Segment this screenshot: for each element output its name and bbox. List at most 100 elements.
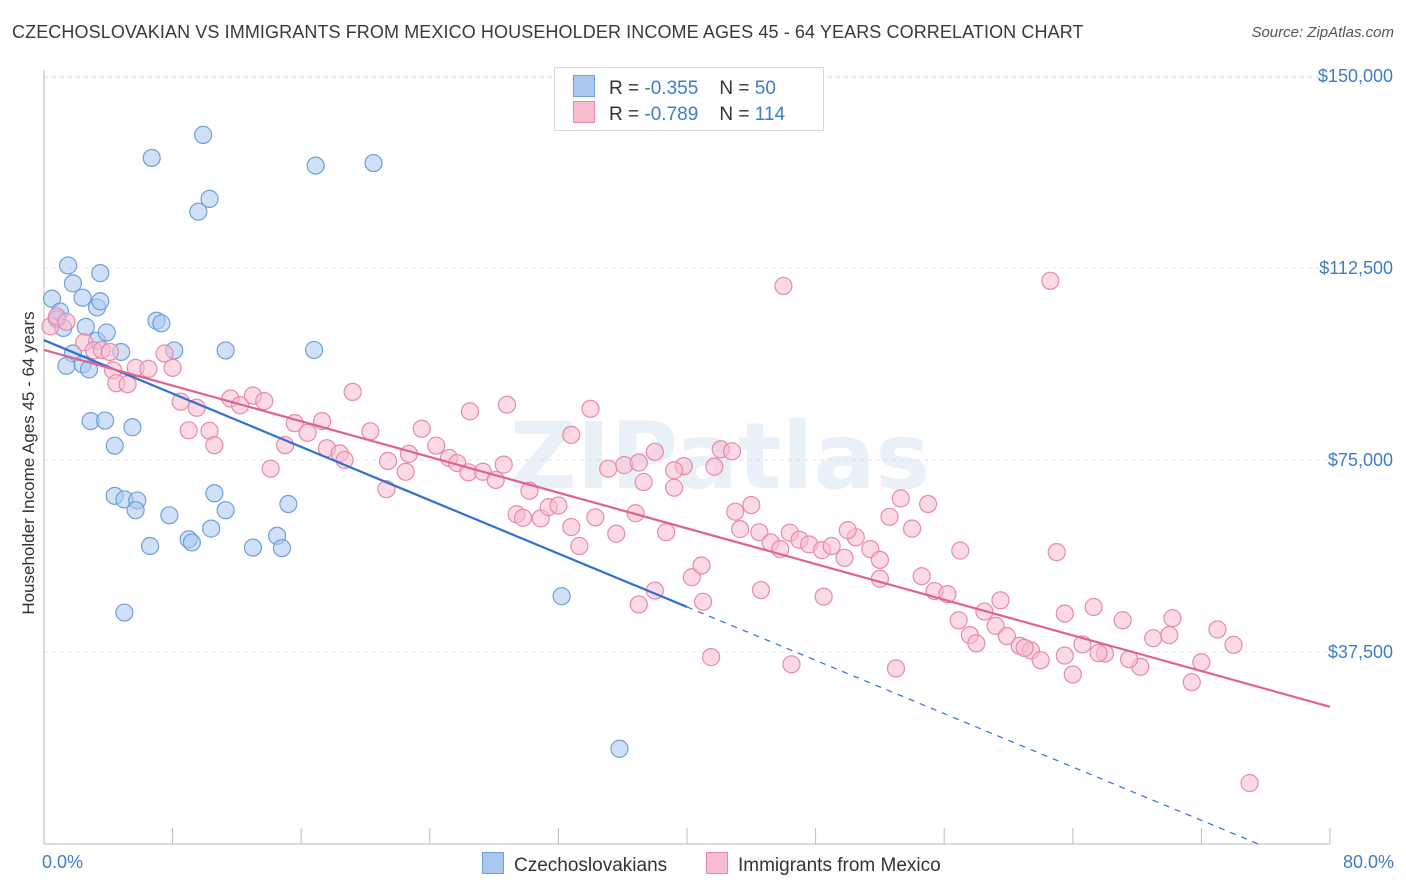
mexico-point bbox=[951, 541, 970, 560]
grid-lines bbox=[44, 75, 1330, 653]
mexico-point bbox=[919, 494, 938, 514]
czechoslovakian-point bbox=[91, 292, 110, 311]
mexico-point bbox=[549, 496, 568, 515]
mexico-point bbox=[412, 419, 431, 438]
czechoslovakian-point bbox=[63, 274, 83, 293]
mexico-point bbox=[886, 659, 906, 678]
mexico-point bbox=[1084, 597, 1103, 617]
mexico-point bbox=[750, 523, 769, 542]
mexico-point bbox=[629, 595, 648, 614]
mexico-point bbox=[1015, 638, 1034, 658]
legend-row-czechoslovakians: R = -0.355 N = 50 bbox=[573, 75, 776, 99]
mexico-point bbox=[967, 634, 986, 653]
y-tick-label: $150,000 bbox=[1318, 66, 1393, 86]
czechoslovakian-point bbox=[364, 153, 383, 173]
czechoslovakian-point bbox=[123, 418, 142, 437]
y-tick-label: $112,500 bbox=[1319, 258, 1393, 278]
mexico-point bbox=[562, 425, 581, 445]
czechoslovakian-point bbox=[142, 148, 161, 168]
czechoslovakian-point bbox=[243, 538, 263, 557]
legend-item-czechoslovakians[interactable]: Czechoslovakians bbox=[482, 852, 667, 877]
czechoslovakian-point bbox=[152, 314, 171, 333]
mexico-point bbox=[665, 461, 684, 480]
mexico-point bbox=[1089, 643, 1108, 663]
mexico-point bbox=[1224, 635, 1243, 654]
czechoslovakian-point bbox=[95, 411, 115, 430]
legend-label: Immigrants from Mexico bbox=[738, 855, 941, 876]
mexico-point bbox=[460, 402, 480, 421]
legend-swatch-immigrants-from-mexico bbox=[573, 101, 595, 123]
mexico-point bbox=[1041, 271, 1060, 290]
czechoslovakian-point bbox=[200, 189, 219, 208]
series-czechoslovakians bbox=[42, 125, 629, 758]
mexico-point bbox=[562, 517, 581, 537]
mexico-point bbox=[1055, 604, 1074, 623]
mexico-point bbox=[205, 436, 224, 455]
mexico-point bbox=[1163, 609, 1182, 628]
mexico-point bbox=[634, 472, 653, 492]
mexico-point bbox=[997, 627, 1016, 646]
mexico-point bbox=[991, 591, 1010, 610]
mexico-point bbox=[171, 392, 190, 411]
mexico-point bbox=[378, 451, 398, 471]
mexico-point bbox=[629, 453, 648, 472]
mexico-point bbox=[361, 422, 380, 441]
mexico-point bbox=[1047, 543, 1066, 562]
r-value: -0.789 bbox=[644, 104, 699, 125]
czechoslovakian-point bbox=[304, 340, 324, 360]
czechoslovakian-point bbox=[115, 603, 134, 622]
mexico-point bbox=[1240, 773, 1259, 793]
mexico-point bbox=[822, 536, 841, 556]
n-label: N = bbox=[719, 104, 750, 125]
mexico-point bbox=[1182, 673, 1201, 692]
y-tick-labels: $37,500 $75,000 $112,500 $150,000 bbox=[1318, 66, 1393, 662]
mexico-point bbox=[730, 520, 750, 539]
czechoslovakian-point bbox=[42, 289, 62, 308]
mexico-point bbox=[163, 358, 182, 377]
czechoslovakian-point bbox=[97, 323, 116, 342]
mexico-point bbox=[722, 442, 742, 461]
x-tick-label-min: 0.0% bbox=[42, 852, 84, 872]
czechoslovakian-point bbox=[160, 506, 179, 525]
mexico-trend-line bbox=[43, 348, 1331, 708]
mexico-point bbox=[949, 611, 968, 630]
czechoslovakian-point bbox=[205, 484, 224, 503]
y-tick-label: $37,500 bbox=[1328, 642, 1393, 662]
legend-swatch-immigrants-from-mexico bbox=[706, 852, 728, 874]
mexico-point bbox=[139, 359, 158, 378]
mexico-point bbox=[870, 550, 890, 569]
czechoslovakian-point bbox=[272, 538, 292, 558]
czechoslovakian-point bbox=[202, 519, 221, 538]
n-label: N = bbox=[719, 78, 750, 99]
series-immigrants-from-mexico bbox=[41, 271, 1259, 793]
czechoslovakian-point bbox=[105, 436, 124, 455]
legend-item-immigrants-from-mexico[interactable]: Immigrants from Mexico bbox=[706, 852, 941, 877]
n-value: 50 bbox=[754, 78, 776, 99]
czechoslovakian-point bbox=[182, 533, 201, 552]
mexico-point bbox=[494, 455, 513, 474]
trend-lines bbox=[43, 339, 1331, 845]
mexico-point bbox=[1113, 611, 1132, 630]
czechoslovakian-point bbox=[279, 494, 298, 514]
r-value: -0.355 bbox=[644, 78, 699, 99]
mexico-point bbox=[726, 502, 745, 521]
mexico-point bbox=[513, 508, 533, 527]
mexico-point bbox=[497, 395, 517, 414]
x-tick-label-max: 80.0% bbox=[1342, 852, 1394, 872]
mexico-point bbox=[870, 569, 890, 588]
mexico-point bbox=[298, 423, 317, 442]
mexico-point bbox=[682, 568, 701, 587]
mexico-point bbox=[782, 655, 801, 674]
czechoslovakian-point bbox=[306, 156, 325, 175]
correlation-legend: R = -0.355 N = 50 R = -0.789 N = 114 bbox=[554, 67, 824, 131]
czechoslovakian-point bbox=[610, 739, 629, 758]
n-value: 114 bbox=[754, 104, 786, 125]
mexico-point bbox=[396, 462, 415, 481]
czechoslovakian-point bbox=[194, 125, 213, 144]
mexico-point bbox=[902, 519, 922, 538]
mexico-point bbox=[835, 548, 854, 567]
mexico-point bbox=[57, 312, 76, 331]
czechoslovakian-point bbox=[57, 356, 76, 375]
mexico-point bbox=[179, 421, 198, 440]
mexico-point bbox=[705, 457, 724, 476]
